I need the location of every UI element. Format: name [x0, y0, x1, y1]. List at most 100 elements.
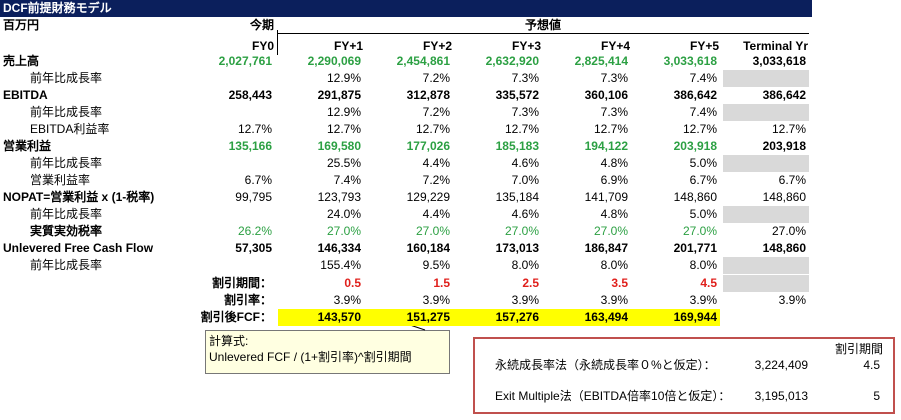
cell: 7.3%	[600, 71, 628, 85]
cell: 173,013	[495, 241, 539, 255]
forecast-header: 予想値	[524, 18, 561, 32]
row-label: EBITDA利益率	[30, 122, 110, 136]
cell: 160,184	[406, 241, 450, 255]
empty-cell	[723, 275, 809, 292]
highlight	[278, 309, 720, 326]
cell: 8.0%	[511, 258, 539, 272]
unit: 百万円	[3, 18, 40, 32]
cell: 4.6%	[511, 207, 539, 221]
terminal-header: 割引期間	[835, 342, 884, 356]
cell: 3.9%	[333, 293, 361, 307]
cell: 4.4%	[422, 156, 450, 170]
method-label: 永続成長率法（永続成長率０%と仮定）：	[495, 358, 716, 372]
row-label: 実質実効税率	[30, 224, 103, 238]
empty-cell	[723, 155, 809, 172]
cell: 2,290,069	[307, 54, 361, 68]
cell: 6.7%	[244, 173, 272, 187]
cell: 146,334	[317, 241, 361, 255]
cell: 123,793	[317, 190, 361, 204]
cell: 148,860	[762, 241, 806, 255]
empty-cell	[723, 206, 809, 223]
cell: 5.0%	[689, 207, 717, 221]
cell: 129,229	[406, 190, 450, 204]
cell: 360,106	[584, 88, 628, 102]
cell: 8.0%	[689, 258, 717, 272]
cell: 7.2%	[422, 105, 450, 119]
cell: 163,494	[584, 310, 628, 324]
row-label: Unlevered Free Cash Flow	[3, 241, 154, 255]
cell: 4.6%	[511, 156, 539, 170]
cell: 312,878	[406, 88, 450, 102]
cell: 2,027,761	[218, 54, 272, 68]
method-value: 3,224,409	[754, 358, 808, 372]
cell: 7.4%	[689, 105, 717, 119]
empty-cell	[723, 257, 809, 274]
discount-label: 割引期間：	[211, 276, 272, 290]
row-label: EBITDA	[3, 88, 48, 102]
header-divider	[277, 30, 278, 55]
cell: 186,847	[584, 241, 628, 255]
callout-formula: Unlevered FCF / (1+割引率)^割引期間	[209, 350, 412, 364]
cell: 258,443	[228, 88, 272, 102]
cell: 151,275	[406, 310, 450, 324]
cell: 135,166	[228, 139, 272, 153]
row-label: 前年比成長率	[30, 71, 103, 85]
cell: 291,875	[317, 88, 361, 102]
cell: 26.2%	[237, 224, 272, 238]
cell: 12.7%	[237, 122, 272, 136]
column-header: FY0	[251, 39, 274, 53]
cell: 135,184	[495, 190, 539, 204]
cell: 386,642	[673, 88, 717, 102]
row-label: 売上高	[3, 54, 40, 68]
cell: 169,580	[317, 139, 361, 153]
cell: 12.7%	[593, 122, 628, 136]
cell: 27.0%	[326, 224, 361, 238]
cell: 12.9%	[326, 105, 361, 119]
cell: 1.5	[433, 276, 450, 290]
cell: 4.8%	[600, 207, 628, 221]
cell: 7.0%	[511, 173, 539, 187]
cell: 194,122	[584, 139, 628, 153]
cell: 177,026	[406, 139, 450, 153]
cell: 143,570	[317, 310, 361, 324]
column-header: FY+3	[511, 39, 541, 53]
cell: 148,860	[762, 190, 806, 204]
cell: 0.5	[344, 276, 361, 290]
cell: 185,183	[495, 139, 539, 153]
cell: 9.5%	[422, 258, 450, 272]
cell: 3,033,618	[752, 54, 806, 68]
cell: 7.3%	[511, 71, 539, 85]
cell: 148,860	[673, 190, 717, 204]
cell: 12.9%	[326, 71, 361, 85]
current-header: 今期	[249, 18, 274, 32]
cell: 27.0%	[593, 224, 628, 238]
row-label: 営業利益率	[30, 173, 91, 187]
empty-cell	[723, 104, 809, 121]
cell: 7.3%	[600, 105, 628, 119]
cell: 155.4%	[320, 258, 361, 272]
cell: 6.9%	[600, 173, 628, 187]
discount-label: 割引率：	[223, 293, 272, 307]
cell: 2,632,920	[485, 54, 539, 68]
cell: 27.0%	[682, 224, 717, 238]
row-label: 前年比成長率	[30, 105, 103, 119]
column-header: FY+1	[333, 39, 363, 53]
cell: 5.0%	[689, 156, 717, 170]
cell: 3.9%	[778, 293, 806, 307]
cell: 25.5%	[326, 156, 361, 170]
cell: 6.7%	[689, 173, 717, 187]
method-label: Exit Multiple法（EBITDA倍率10倍と仮定）：	[495, 389, 731, 403]
cell: 203,918	[762, 139, 806, 153]
cell: 99,795	[235, 190, 272, 204]
cell: 201,771	[673, 241, 717, 255]
method-value: 3,195,013	[754, 389, 808, 403]
row-label: 前年比成長率	[30, 258, 103, 272]
cell: 169,944	[673, 310, 717, 324]
cell: 12.7%	[771, 122, 806, 136]
cell: 7.3%	[511, 105, 539, 119]
row-label: 前年比成長率	[30, 156, 103, 170]
column-header: Terminal Yr	[743, 39, 808, 53]
cell: 2,454,861	[396, 54, 450, 68]
cell: 8.0%	[600, 258, 628, 272]
